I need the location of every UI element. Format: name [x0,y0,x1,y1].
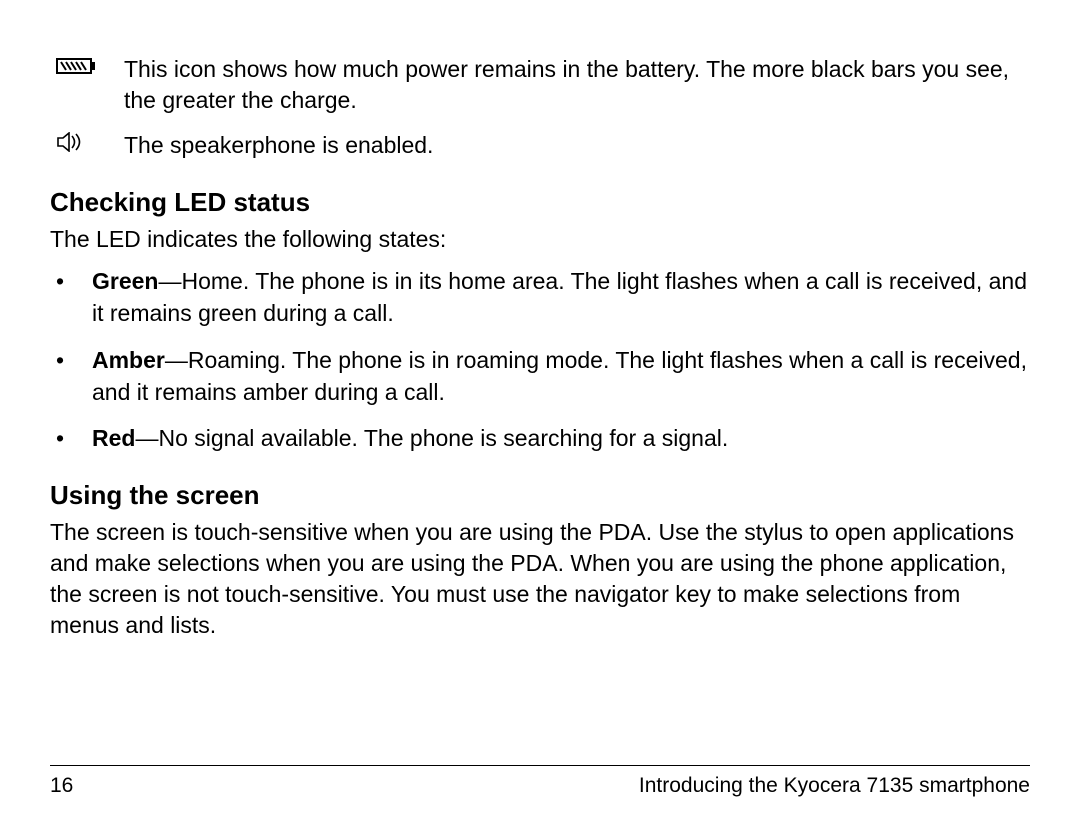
page-footer: 16 Introducing the Kyocera 7135 smartpho… [50,765,1030,798]
led-desc: —No signal available. The phone is searc… [135,425,728,451]
led-desc: —Home. The phone is in its home area. Th… [92,268,1027,326]
bullet-icon: • [50,265,92,329]
heading-using-screen: Using the screen [50,480,1030,511]
battery-description: This icon shows how much power remains i… [124,54,1030,116]
led-label: Amber [92,347,165,373]
list-item: • Green—Home. The phone is in its home a… [50,265,1030,329]
list-item: • Amber—Roaming. The phone is in roaming… [50,344,1030,408]
led-label: Red [92,425,135,451]
battery-icon [50,54,124,76]
speakerphone-description: The speakerphone is enabled. [124,130,1030,161]
list-item-text: Red—No signal available. The phone is se… [92,422,1030,454]
page-number: 16 [50,774,73,798]
screen-body: The screen is touch-sensitive when you a… [50,517,1030,641]
icon-row-speakerphone: The speakerphone is enabled. [50,130,1030,161]
speakerphone-icon [50,130,124,152]
led-desc: —Roaming. The phone is in roaming mode. … [92,347,1027,405]
chapter-title: Introducing the Kyocera 7135 smartphone [639,774,1030,798]
bullet-icon: • [50,422,92,454]
list-item-text: Amber—Roaming. The phone is in roaming m… [92,344,1030,408]
bullet-icon: • [50,344,92,408]
led-label: Green [92,268,158,294]
led-status-list: • Green—Home. The phone is in its home a… [50,265,1030,454]
led-intro: The LED indicates the following states: [50,224,1030,255]
manual-page: This icon shows how much power remains i… [0,0,1080,834]
heading-led-status: Checking LED status [50,187,1030,218]
list-item: • Red—No signal available. The phone is … [50,422,1030,454]
icon-row-battery: This icon shows how much power remains i… [50,54,1030,116]
list-item-text: Green—Home. The phone is in its home are… [92,265,1030,329]
